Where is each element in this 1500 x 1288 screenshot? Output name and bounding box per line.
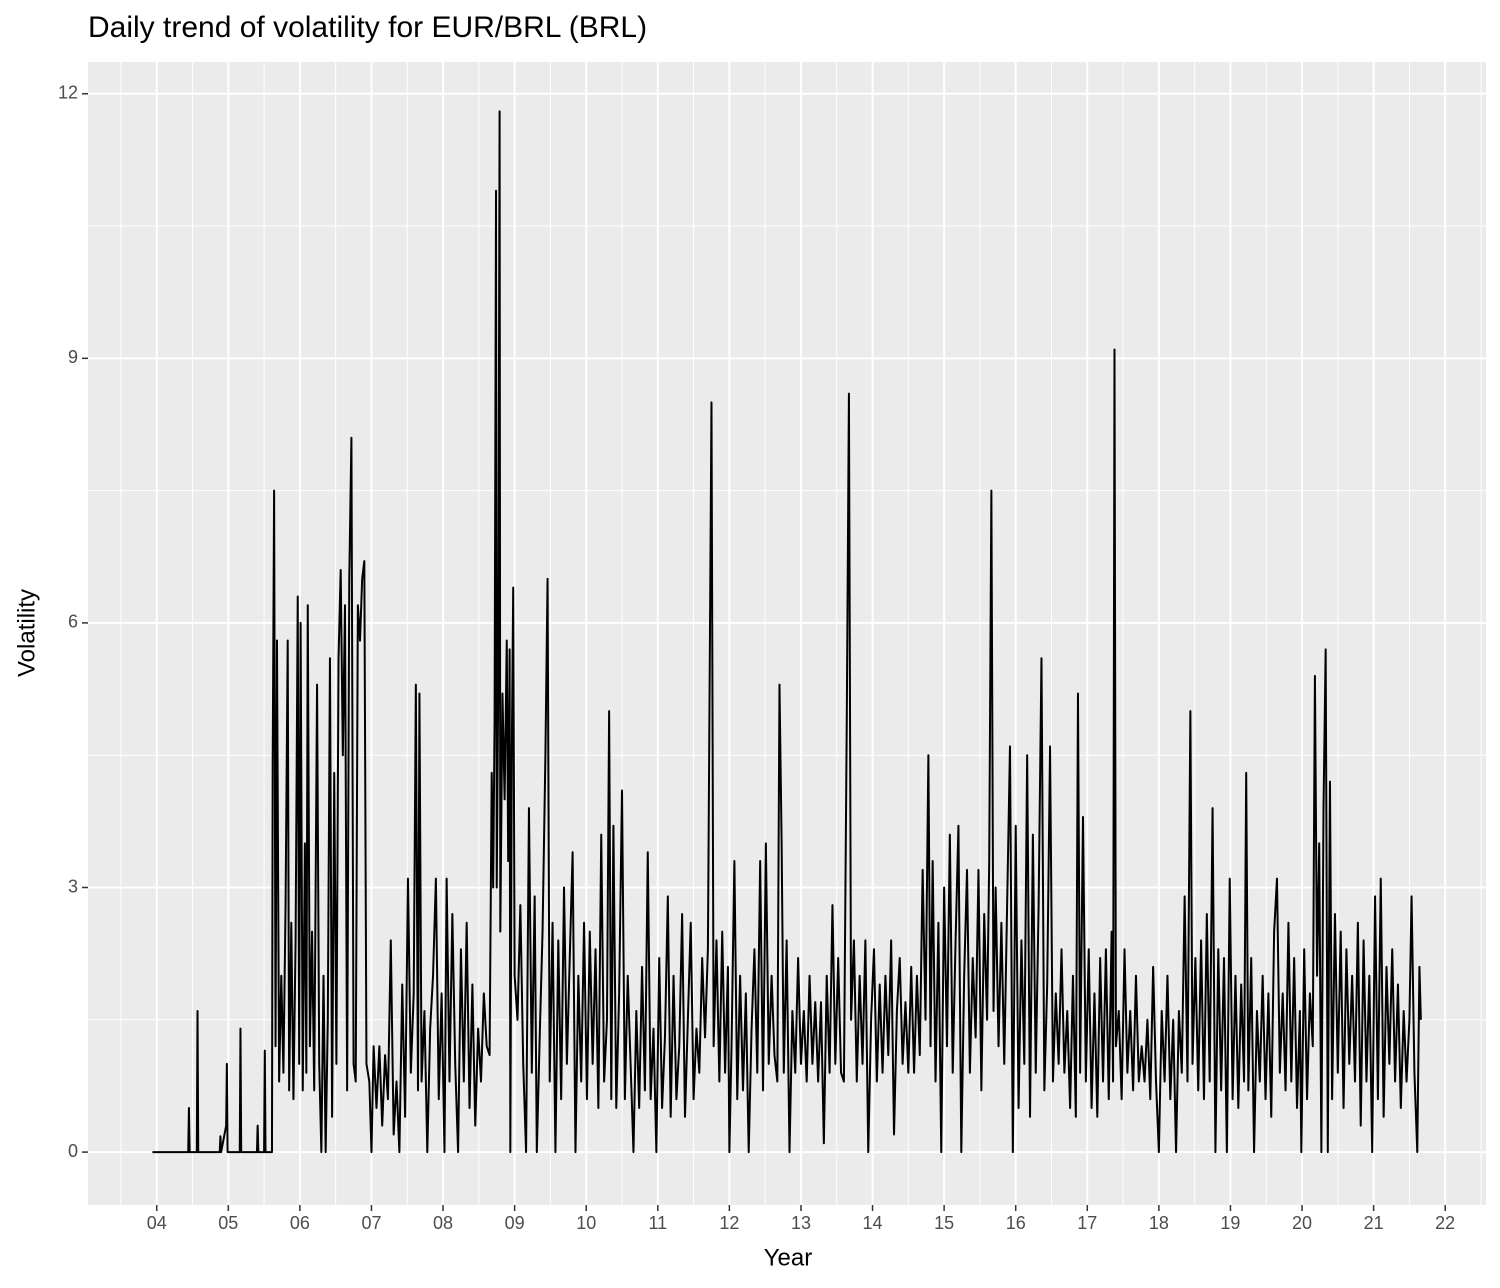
x-tick-label: 13 [791,1213,811,1233]
x-tick-label: 10 [576,1213,596,1233]
x-tick-label: 19 [1220,1213,1240,1233]
x-tick-label: 14 [863,1213,883,1233]
x-tick-label: 05 [218,1213,238,1233]
x-tick-label: 21 [1364,1213,1384,1233]
y-tick-label: 9 [68,347,78,367]
x-tick-label: 11 [648,1213,667,1233]
y-tick-label: 12 [58,83,78,103]
x-tick-label: 08 [433,1213,453,1233]
series-line [152,110,1422,1154]
y-tick-label: 0 [68,1141,78,1161]
y-axis-label: Volatility [13,589,40,677]
x-tick-label: 22 [1435,1213,1455,1233]
x-tick-label: 15 [934,1213,954,1233]
x-axis-label: Year [764,1244,813,1271]
y-tick-label: 6 [68,612,78,632]
x-tick-label: 18 [1149,1213,1169,1233]
x-tick-label: 17 [1077,1213,1097,1233]
x-tick-label: 20 [1292,1213,1312,1233]
x-tick-label: 06 [290,1213,310,1233]
x-tick-label: 04 [147,1213,167,1233]
y-tick-label: 3 [68,876,78,896]
x-tick-label: 12 [719,1213,739,1233]
x-tick-label: 09 [505,1213,525,1233]
chart-title: Daily trend of volatility for EUR/BRL (B… [88,11,647,44]
x-tick-label: 07 [361,1213,381,1233]
x-tick-label: 16 [1006,1213,1026,1233]
